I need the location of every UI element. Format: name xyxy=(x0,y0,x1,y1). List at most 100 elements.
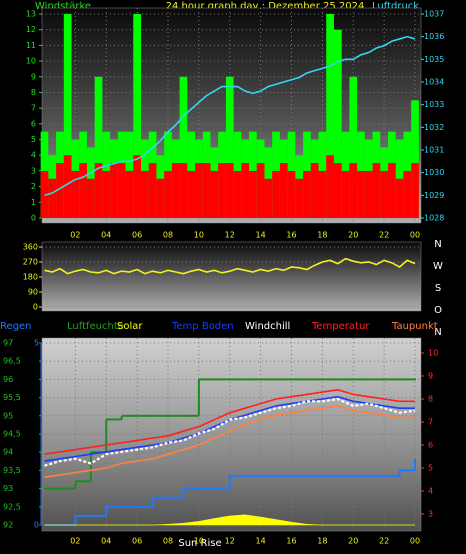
x-tick-label: 16 xyxy=(286,231,296,240)
y-tick-label: 4 xyxy=(31,151,36,160)
bar xyxy=(333,29,342,219)
bar xyxy=(395,178,404,218)
bar xyxy=(148,163,157,218)
y-tick-label: 180 xyxy=(23,273,38,282)
bar xyxy=(187,170,196,218)
bar xyxy=(241,163,250,218)
y-tick-label: 92 xyxy=(3,521,13,530)
legend-label: Luftfeuchte xyxy=(67,321,124,332)
chart-title: 24 hour graph day : Dezember 25 2024 xyxy=(166,1,365,12)
y2-tick-label: 7 xyxy=(428,418,433,427)
bar xyxy=(218,163,226,218)
x-tick-label: 22 xyxy=(379,231,389,240)
compass-label: N xyxy=(434,327,441,338)
bar xyxy=(318,170,327,218)
bar xyxy=(272,170,280,218)
y-tick-label: 90 xyxy=(28,288,38,297)
bar xyxy=(140,170,149,218)
bar xyxy=(279,163,288,218)
y2-tick-label: 1029 xyxy=(424,191,444,200)
bar xyxy=(310,163,319,218)
y-tick-label: 94,5 xyxy=(3,430,21,439)
bar xyxy=(71,170,80,218)
bar xyxy=(133,155,141,218)
bar xyxy=(102,170,111,218)
y-tick-label: 93,5 xyxy=(3,466,21,475)
y2-tick-label: 4 xyxy=(428,487,433,496)
y2-tick-label: 1031 xyxy=(424,146,444,155)
compass-label: O xyxy=(434,305,442,316)
y2-tick-label: 10 xyxy=(428,349,438,358)
bar xyxy=(94,76,103,219)
bar xyxy=(164,170,172,218)
bar xyxy=(303,170,311,218)
y2-tick-label: 9 xyxy=(428,372,433,381)
bar xyxy=(179,163,188,218)
y-tick-label: 270 xyxy=(23,258,38,267)
bar xyxy=(210,170,219,218)
y2-tick-label: 5 xyxy=(428,464,433,473)
x-tick-label: 02 xyxy=(70,231,80,240)
x-tick-label: 12 xyxy=(225,231,235,240)
bar xyxy=(326,14,334,218)
y2-tick-label: 1035 xyxy=(424,55,444,64)
annotation: Sun Rise xyxy=(178,538,221,549)
bar xyxy=(63,14,72,218)
y3-tick-label: 5 xyxy=(34,339,39,348)
y2-tick-label: 8 xyxy=(428,395,433,404)
y-tick-label: 360 xyxy=(23,243,38,252)
bar xyxy=(403,170,412,218)
x-tick-label: 02 xyxy=(70,537,80,546)
bar xyxy=(341,170,350,218)
y2-tick-label: 1037 xyxy=(424,10,444,19)
y2-tick-label: 1034 xyxy=(424,78,444,87)
y3-tick-label: 0 xyxy=(34,521,39,530)
bar xyxy=(333,163,342,218)
x-tick-label: 14 xyxy=(256,231,266,240)
bar xyxy=(411,163,419,218)
y-tick-label: 8 xyxy=(31,88,36,97)
y-tick-label: 12 xyxy=(26,25,36,34)
bar xyxy=(233,170,242,218)
line xyxy=(44,35,416,197)
line xyxy=(44,257,416,275)
x-tick-label: 20 xyxy=(348,537,358,546)
compass-label: W xyxy=(433,261,443,272)
x-tick-label: 00 xyxy=(410,537,420,546)
bar xyxy=(326,155,334,218)
y2-tick-label: 1033 xyxy=(424,100,444,109)
y-tick-label: 96,5 xyxy=(3,357,21,366)
y2-tick-label: 1036 xyxy=(424,32,444,41)
line xyxy=(44,388,415,455)
x-tick-label: 04 xyxy=(101,231,111,240)
line xyxy=(44,405,415,478)
bar xyxy=(171,163,180,218)
legend-label: Windchill xyxy=(245,321,290,332)
y2-tick-label: 1030 xyxy=(424,168,444,177)
bar xyxy=(380,170,388,218)
x-tick-label: 22 xyxy=(379,537,389,546)
x-tick-label: 10 xyxy=(194,231,204,240)
x-tick-label: 12 xyxy=(225,537,235,546)
bar xyxy=(357,170,365,218)
y-tick-label: 94 xyxy=(3,448,13,457)
plot-background xyxy=(41,241,422,312)
y-tick-label: 7 xyxy=(31,104,36,113)
y-tick-label: 5 xyxy=(31,135,36,144)
bar xyxy=(79,163,87,218)
y-tick-label: 93 xyxy=(3,484,13,493)
y-tick-label: 3 xyxy=(31,166,36,175)
bar xyxy=(195,163,203,218)
x-tick-label: 20 xyxy=(348,231,358,240)
bar xyxy=(40,170,49,218)
x-tick-label: 14 xyxy=(256,537,266,546)
bar xyxy=(94,163,103,218)
bar xyxy=(411,100,419,218)
bar xyxy=(287,170,296,218)
bar xyxy=(349,76,358,219)
bar xyxy=(264,178,273,218)
x-tick-label: 18 xyxy=(317,537,327,546)
y-tick-label: 1 xyxy=(31,198,36,207)
x-tick-label: 10 xyxy=(194,537,204,546)
